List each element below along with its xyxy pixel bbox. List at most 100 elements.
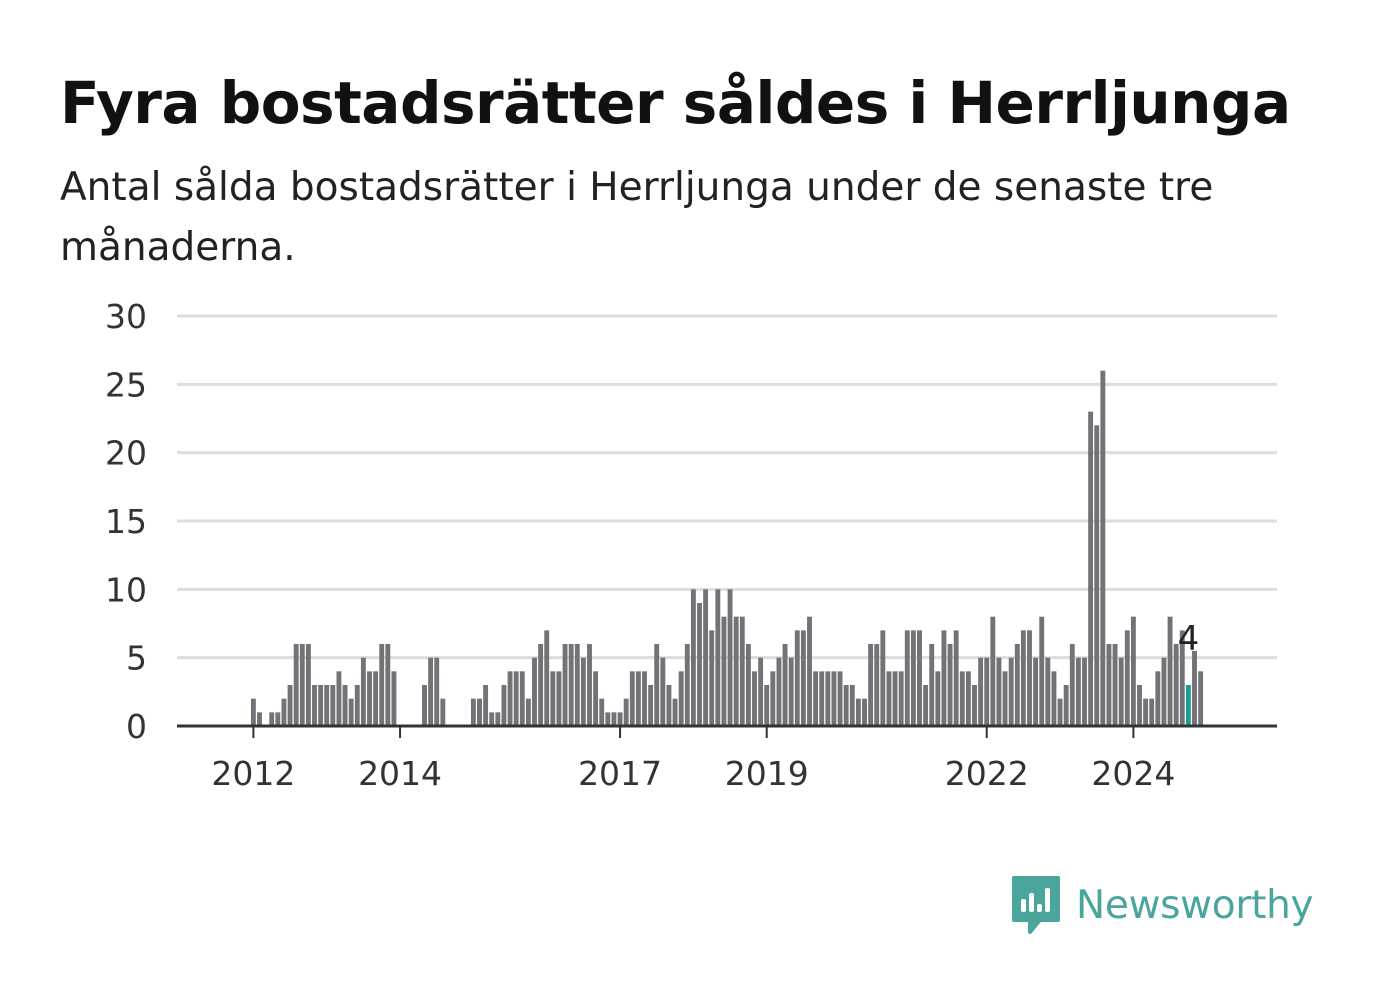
bar xyxy=(703,589,709,726)
bar xyxy=(898,671,904,726)
bar xyxy=(336,671,342,726)
x-axis-ticks: 2012 2014 2017 2019 2022 2024 xyxy=(211,726,1175,793)
x-tick-label: 2012 xyxy=(211,754,295,793)
bar xyxy=(360,657,366,726)
bar xyxy=(642,671,647,726)
newsworthy-logo-icon xyxy=(1012,876,1060,934)
bar xyxy=(1155,671,1161,726)
bar xyxy=(1149,698,1155,726)
bar xyxy=(1020,630,1026,726)
bar xyxy=(800,630,806,726)
bar xyxy=(843,685,849,726)
bar xyxy=(440,698,446,726)
bar xyxy=(562,644,568,726)
bar xyxy=(1137,685,1142,726)
x-tick-label: 2022 xyxy=(945,754,1029,793)
bar xyxy=(868,644,874,726)
bar xyxy=(257,712,262,726)
bar xyxy=(428,657,434,726)
bar xyxy=(574,644,580,726)
bar xyxy=(1130,616,1136,726)
bar xyxy=(354,685,360,726)
x-tick-label: 2019 xyxy=(725,754,809,793)
bar xyxy=(391,671,397,726)
brand-name: Newsworthy xyxy=(1076,882,1314,928)
bar xyxy=(1008,657,1014,726)
bar xyxy=(379,644,385,726)
bar xyxy=(477,698,482,726)
bar xyxy=(929,644,935,726)
bar xyxy=(525,698,531,726)
bar xyxy=(727,589,733,726)
bar xyxy=(904,630,910,726)
y-tick-label: 20 xyxy=(105,434,147,473)
bar xyxy=(342,685,348,726)
bar xyxy=(1112,644,1118,726)
bar xyxy=(770,671,776,726)
y-tick-label: 0 xyxy=(126,707,147,746)
bar xyxy=(831,671,837,726)
bar xyxy=(862,698,867,726)
y-tick-label: 5 xyxy=(126,639,147,678)
bar xyxy=(599,698,605,726)
bar xyxy=(1179,630,1185,726)
bar xyxy=(715,589,721,726)
bar xyxy=(947,644,953,726)
bar xyxy=(312,685,317,726)
bar xyxy=(287,685,293,726)
bar xyxy=(666,685,672,726)
bar xyxy=(874,644,880,726)
bar xyxy=(556,671,562,726)
bars xyxy=(250,370,1204,726)
bar xyxy=(587,644,592,726)
x-tick-label: 2017 xyxy=(578,754,662,793)
bar xyxy=(593,671,599,726)
bar xyxy=(672,698,678,726)
bar xyxy=(519,671,525,726)
bar xyxy=(501,685,507,726)
bar xyxy=(660,657,666,726)
bar xyxy=(825,671,831,726)
chart-subtitle: Antal sålda bostadsrätter i Herrljunga u… xyxy=(60,165,1214,270)
bar xyxy=(965,671,971,726)
bar xyxy=(807,616,812,726)
bar xyxy=(684,644,690,726)
highlight-bar xyxy=(1185,685,1191,726)
bar xyxy=(483,685,489,726)
bar xyxy=(495,712,501,726)
bar xyxy=(385,644,391,726)
bar xyxy=(959,671,965,726)
bar xyxy=(1167,616,1173,726)
bar xyxy=(1143,698,1149,726)
bar xyxy=(837,671,843,726)
bar xyxy=(544,630,550,726)
bar xyxy=(568,644,574,726)
y-axis-tick-labels: 0 5 10 15 20 25 30 xyxy=(105,297,147,746)
bar xyxy=(580,657,586,726)
bar xyxy=(611,712,617,726)
bar xyxy=(507,671,513,726)
bar xyxy=(1075,657,1081,726)
bar xyxy=(776,657,782,726)
bar xyxy=(739,616,745,726)
bar xyxy=(1088,411,1094,726)
x-tick-label: 2014 xyxy=(358,754,442,793)
bar xyxy=(917,630,922,726)
bar xyxy=(752,671,757,726)
bar xyxy=(605,712,611,726)
bar xyxy=(422,685,427,726)
bar-chart: 0 5 10 15 20 25 30 2012 2014 2017 2019 2022 2024 4 xyxy=(105,297,1277,793)
bar xyxy=(880,630,886,726)
bar xyxy=(635,671,641,726)
bar xyxy=(654,644,660,726)
bar xyxy=(1045,657,1051,726)
bar xyxy=(709,630,715,726)
bar xyxy=(470,698,476,726)
bar xyxy=(550,671,556,726)
bar xyxy=(269,712,275,726)
y-tick-label: 15 xyxy=(105,502,147,541)
bar xyxy=(275,712,281,726)
bar xyxy=(367,671,372,726)
bar xyxy=(1063,685,1069,726)
bar xyxy=(941,630,947,726)
